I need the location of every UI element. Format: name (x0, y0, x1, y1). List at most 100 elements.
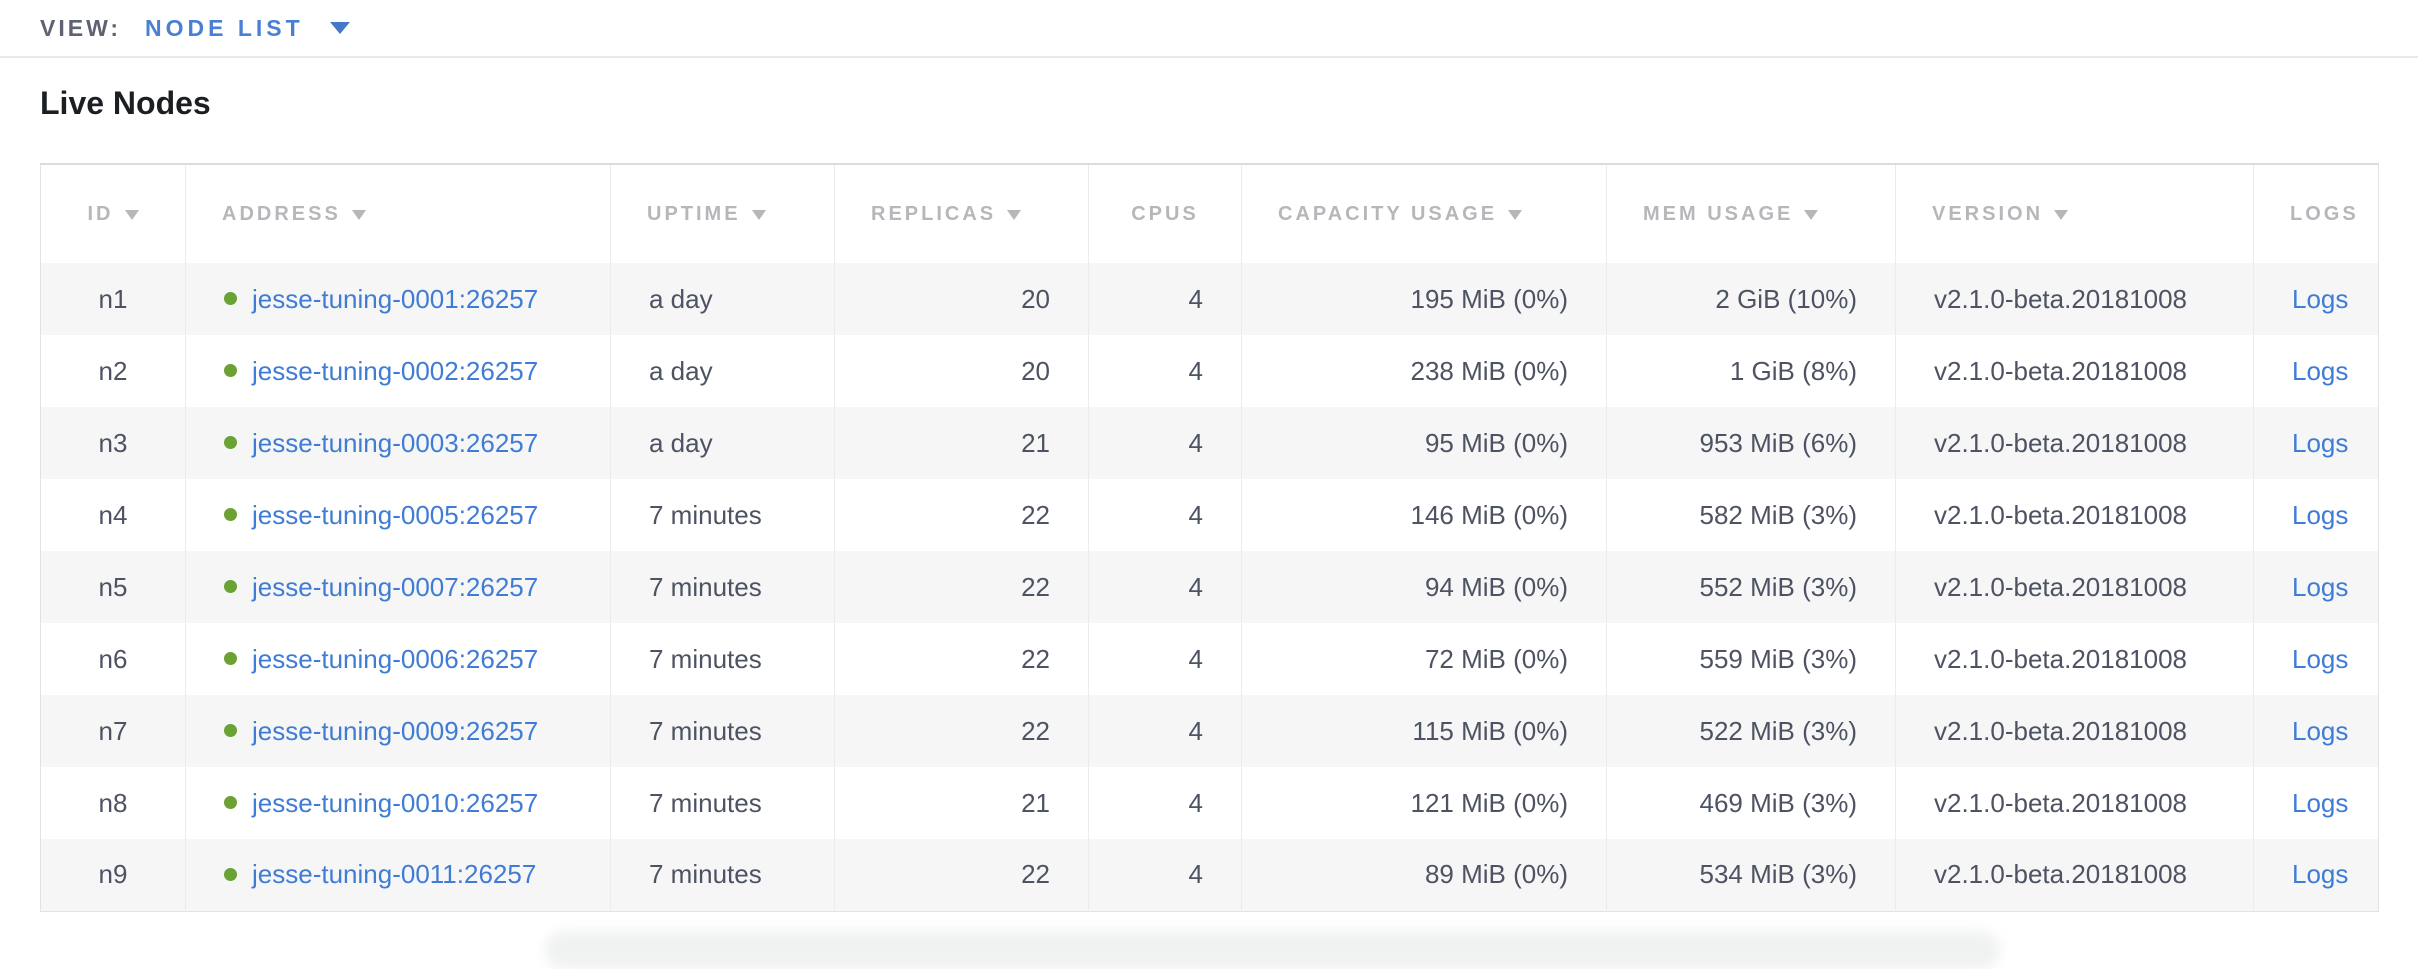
sort-arrow-icon (1007, 209, 1022, 220)
column-header-id[interactable]: ID (40, 164, 186, 263)
node-address-link[interactable]: jesse-tuning-0002:26257 (252, 355, 539, 386)
cell-value: v2.1.0-beta.20181008 (1934, 571, 2187, 602)
column-header-address[interactable]: ADDRESS (185, 164, 611, 263)
node-logs-link[interactable]: Logs (2292, 859, 2349, 890)
cell-mem: 1 GiB (8%) (1606, 335, 1896, 407)
table-row: n6 jesse-tuning-0006:26257 7 minutes 22 4 72 … (40, 623, 2379, 695)
cell-capacity: 146 MiB (0%) (1241, 479, 1607, 551)
table-row: n1 jesse-tuning-0001:26257 a day 20 4 195 MiB… (40, 263, 2379, 335)
column-header-replicas[interactable]: REPLICAS (834, 164, 1089, 263)
sort-arrow-icon (2054, 209, 2069, 220)
sort-arrow-icon (124, 209, 139, 220)
cell-value: 22 (1021, 499, 1050, 530)
cell-value: 4 (1188, 571, 1203, 602)
node-logs-link[interactable]: Logs (2292, 499, 2349, 530)
node-logs-link[interactable]: Logs (2292, 355, 2349, 386)
node-address-link[interactable]: jesse-tuning-0010:26257 (252, 787, 539, 818)
cell-id: n3 (40, 407, 186, 479)
node-logs-link[interactable]: Logs (2292, 427, 2349, 458)
node-status-dot (224, 364, 237, 378)
cell-value: v2.1.0-beta.20181008 (1934, 283, 2187, 314)
column-header-version[interactable]: VERSION (1895, 164, 2254, 263)
cell-version: v2.1.0-beta.20181008 (1895, 839, 2254, 911)
cell-value: 20 (1021, 283, 1050, 314)
cell-id: n2 (40, 335, 186, 407)
cell-value: 22 (1021, 643, 1050, 674)
cell-value: 4 (1188, 355, 1203, 386)
below-fold-shadow (545, 931, 2000, 969)
cell-value: 4 (1188, 715, 1203, 746)
cell-capacity: 238 MiB (0%) (1241, 335, 1607, 407)
node-address-link[interactable]: jesse-tuning-0009:26257 (252, 715, 539, 746)
column-header-mem[interactable]: MEM USAGE (1606, 164, 1896, 263)
cell-value: 22 (1021, 715, 1050, 746)
cell-value: 22 (1021, 859, 1050, 890)
cell-cpus: 4 (1088, 479, 1242, 551)
cell-replicas: 22 (834, 479, 1089, 551)
node-logs-link[interactable]: Logs (2292, 787, 2349, 818)
main-content: Live Nodes ID ADDRESS UPTIME REPLICAS CPUS CA… (0, 85, 2418, 912)
cell-value: n7 (98, 715, 128, 746)
cell-value: 22 (1021, 571, 1050, 602)
cell-value: 7 minutes (649, 571, 762, 602)
cell-id: n6 (40, 623, 186, 695)
cell-value: a day (649, 283, 713, 314)
cell-replicas: 22 (834, 695, 1089, 767)
node-status-dot (224, 724, 237, 738)
cell-value: 4 (1188, 427, 1203, 458)
table-row: n3 jesse-tuning-0003:26257 a day 21 4 95 MiB … (40, 407, 2379, 479)
cell-uptime: 7 minutes (610, 479, 835, 551)
node-address-link[interactable]: jesse-tuning-0011:26257 (252, 859, 537, 890)
cell-replicas: 21 (834, 767, 1089, 839)
cell-logs: Logs (2254, 407, 2379, 479)
table-row: n9 jesse-tuning-0011:26257 7 minutes 22 4 89 … (40, 839, 2379, 911)
column-header-capacity[interactable]: CAPACITY USAGE (1241, 164, 1607, 263)
cell-capacity: 95 MiB (0%) (1241, 407, 1607, 479)
cell-uptime: 7 minutes (610, 839, 835, 911)
node-address-link[interactable]: jesse-tuning-0003:26257 (252, 427, 539, 458)
cell-value: 469 MiB (3%) (1699, 787, 1858, 818)
cell-mem: 534 MiB (3%) (1606, 839, 1896, 911)
node-logs-link[interactable]: Logs (2292, 643, 2349, 674)
node-address-link[interactable]: jesse-tuning-0001:26257 (252, 283, 539, 314)
cell-replicas: 21 (834, 407, 1089, 479)
column-header-label: LOGS (2290, 202, 2359, 225)
page-title: Live Nodes (40, 85, 211, 121)
view-selector-dropdown[interactable]: NODE LIST (145, 15, 350, 42)
cell-replicas: 22 (834, 551, 1089, 623)
cell-uptime: 7 minutes (610, 695, 835, 767)
node-address-link[interactable]: jesse-tuning-0006:26257 (252, 643, 539, 674)
view-bar: VIEW: NODE LIST (0, 0, 2418, 58)
cell-value: 4 (1188, 859, 1203, 890)
column-header-uptime[interactable]: UPTIME (610, 164, 835, 263)
cell-logs: Logs (2254, 839, 2379, 911)
cell-version: v2.1.0-beta.20181008 (1895, 479, 2254, 551)
column-header-label: REPLICAS (871, 202, 997, 225)
node-logs-link[interactable]: Logs (2292, 571, 2349, 602)
node-logs-link[interactable]: Logs (2292, 283, 2349, 314)
cell-address: jesse-tuning-0009:26257 (185, 695, 611, 767)
node-logs-link[interactable]: Logs (2292, 715, 2349, 746)
cell-version: v2.1.0-beta.20181008 (1895, 407, 2254, 479)
cell-id: n7 (40, 695, 186, 767)
column-header-logs: LOGS (2254, 164, 2379, 263)
cell-capacity: 72 MiB (0%) (1241, 623, 1607, 695)
cell-value: n8 (98, 787, 128, 818)
cell-address: jesse-tuning-0007:26257 (185, 551, 611, 623)
cell-logs: Logs (2254, 263, 2379, 335)
cell-mem: 469 MiB (3%) (1606, 767, 1896, 839)
cell-cpus: 4 (1088, 695, 1242, 767)
cell-version: v2.1.0-beta.20181008 (1895, 623, 2254, 695)
column-header-label: CPUS (1131, 202, 1199, 225)
sort-arrow-icon (351, 209, 366, 220)
cell-value: 21 (1021, 427, 1050, 458)
cell-value: n4 (98, 499, 128, 530)
cell-value: 4 (1188, 283, 1203, 314)
node-status-dot (224, 796, 237, 810)
node-status-dot (224, 292, 237, 306)
node-address-link[interactable]: jesse-tuning-0005:26257 (252, 499, 539, 530)
cell-capacity: 115 MiB (0%) (1241, 695, 1607, 767)
node-address-link[interactable]: jesse-tuning-0007:26257 (252, 571, 539, 602)
node-status-dot (224, 436, 237, 450)
node-status-dot (224, 508, 237, 522)
